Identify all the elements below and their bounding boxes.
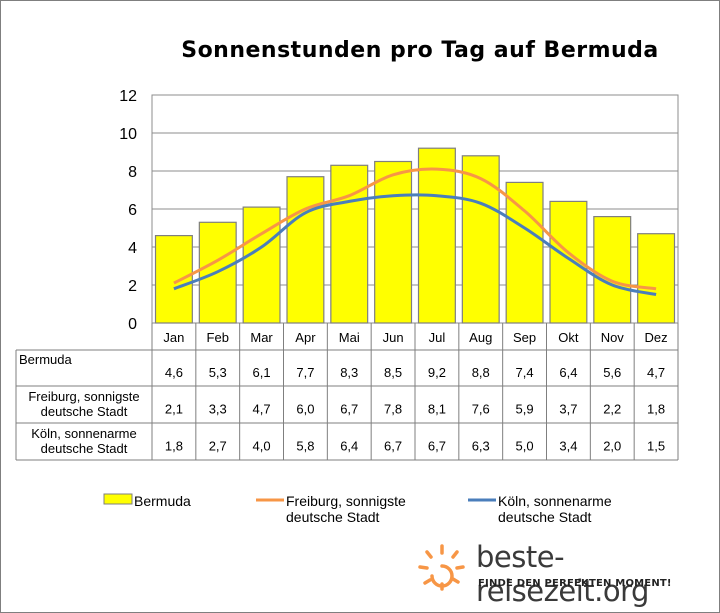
data-label: 7,8	[384, 402, 402, 417]
x-tick-label: Jul	[429, 330, 446, 345]
data-label: 2,7	[209, 439, 227, 454]
data-table: Jan Feb Mar Apr Mai Jun Jul Aug Sep Okt Nov Dez Berm…	[15, 323, 679, 461]
data-label: 6,4	[340, 439, 358, 454]
legend-label: Bermuda	[134, 493, 191, 509]
legend-label: Freiburg, sonnigste	[286, 493, 406, 509]
bar	[374, 160, 413, 324]
data-label: 8,1	[428, 402, 446, 417]
data-label: 5,8	[296, 439, 314, 454]
row-label: Bermuda	[19, 352, 73, 367]
data-label: 8,8	[472, 365, 490, 380]
row-label: deutsche Stadt	[41, 441, 128, 456]
data-label: 3,4	[559, 439, 577, 454]
data-label: 4,0	[253, 439, 271, 454]
bar	[286, 176, 325, 324]
y-tick-label: 0	[128, 316, 137, 333]
x-tick-label: Aug	[469, 330, 492, 345]
x-tick-label: Apr	[295, 330, 316, 345]
data-label: 6,7	[384, 439, 402, 454]
data-label: 2,1	[165, 402, 183, 417]
bar	[637, 233, 676, 324]
x-tick-label: Sep	[513, 330, 536, 345]
data-label: 5,3	[209, 365, 227, 380]
data-label: 7,6	[472, 402, 490, 417]
legend-swatch	[103, 493, 133, 505]
data-label: 5,0	[516, 439, 534, 454]
y-tick-label: 2	[128, 278, 137, 295]
data-label: 8,3	[340, 365, 358, 380]
x-tick-label: Jun	[383, 330, 404, 345]
data-label: 9,2	[428, 365, 446, 380]
row-label: Freiburg, sonnigste	[28, 389, 139, 404]
data-label: 3,3	[209, 402, 227, 417]
data-label: 6,0	[296, 402, 314, 417]
data-label: 4,7	[647, 365, 665, 380]
logo-slogan: FINDE DEN PERFEKTEN MOMENT!	[478, 578, 672, 589]
data-label: 7,7	[296, 365, 314, 380]
data-label: 6,1	[253, 365, 271, 380]
x-tick-label: Nov	[601, 330, 625, 345]
x-tick-label: Dez	[645, 330, 668, 345]
brand-logo: beste-reisezeit.org FINDE DEN PERFEKTEN …	[416, 540, 706, 608]
row-label: Köln, sonnenarme	[31, 426, 137, 441]
y-tick-label: 6	[128, 202, 137, 219]
legend-label: Köln, sonnenarme	[498, 493, 612, 509]
data-label: 4,6	[165, 365, 183, 380]
y-tick-label: 10	[119, 126, 137, 143]
data-label: 5,6	[603, 365, 621, 380]
data-label: 6,4	[559, 365, 577, 380]
y-tick-label: 12	[119, 88, 137, 105]
data-label: 6,3	[472, 439, 490, 454]
legend-label: deutsche Stadt	[286, 509, 380, 525]
bar	[461, 155, 500, 324]
x-tick-label: Okt	[558, 330, 579, 345]
row-label: deutsche Stadt	[41, 404, 128, 419]
y-tick-label: 4	[128, 240, 137, 257]
sun-icon	[418, 544, 465, 591]
bar	[417, 147, 456, 324]
data-label: 6,7	[340, 402, 358, 417]
x-tick-label: Mar	[250, 330, 273, 345]
data-label: 1,5	[647, 439, 665, 454]
data-label: 2,0	[603, 439, 621, 454]
x-tick-label: Mai	[339, 330, 360, 345]
logo-name: beste-reisezeit.org	[476, 540, 649, 608]
x-tick-label: Feb	[207, 330, 229, 345]
bar	[593, 216, 632, 324]
series-line	[173, 167, 657, 291]
plot-area: 0 2 4 6 8 10 12	[119, 88, 679, 333]
y-tick-label: 8	[128, 164, 137, 181]
legend-label: deutsche Stadt	[498, 509, 592, 525]
data-label: 4,7	[253, 402, 271, 417]
data-label: 1,8	[647, 402, 665, 417]
chart-title: Sonnenstunden pro Tag auf Bermuda	[181, 38, 659, 63]
bar	[154, 235, 193, 324]
data-label: 2,2	[603, 402, 621, 417]
data-label: 6,7	[428, 439, 446, 454]
data-label: 3,7	[559, 402, 577, 417]
series-line	[173, 193, 657, 296]
data-label: 1,8	[165, 439, 183, 454]
data-label: 8,5	[384, 365, 402, 380]
data-label: 5,9	[516, 402, 534, 417]
x-tick-label: Jan	[163, 330, 184, 345]
data-label: 7,4	[516, 365, 534, 380]
bar	[505, 181, 544, 324]
